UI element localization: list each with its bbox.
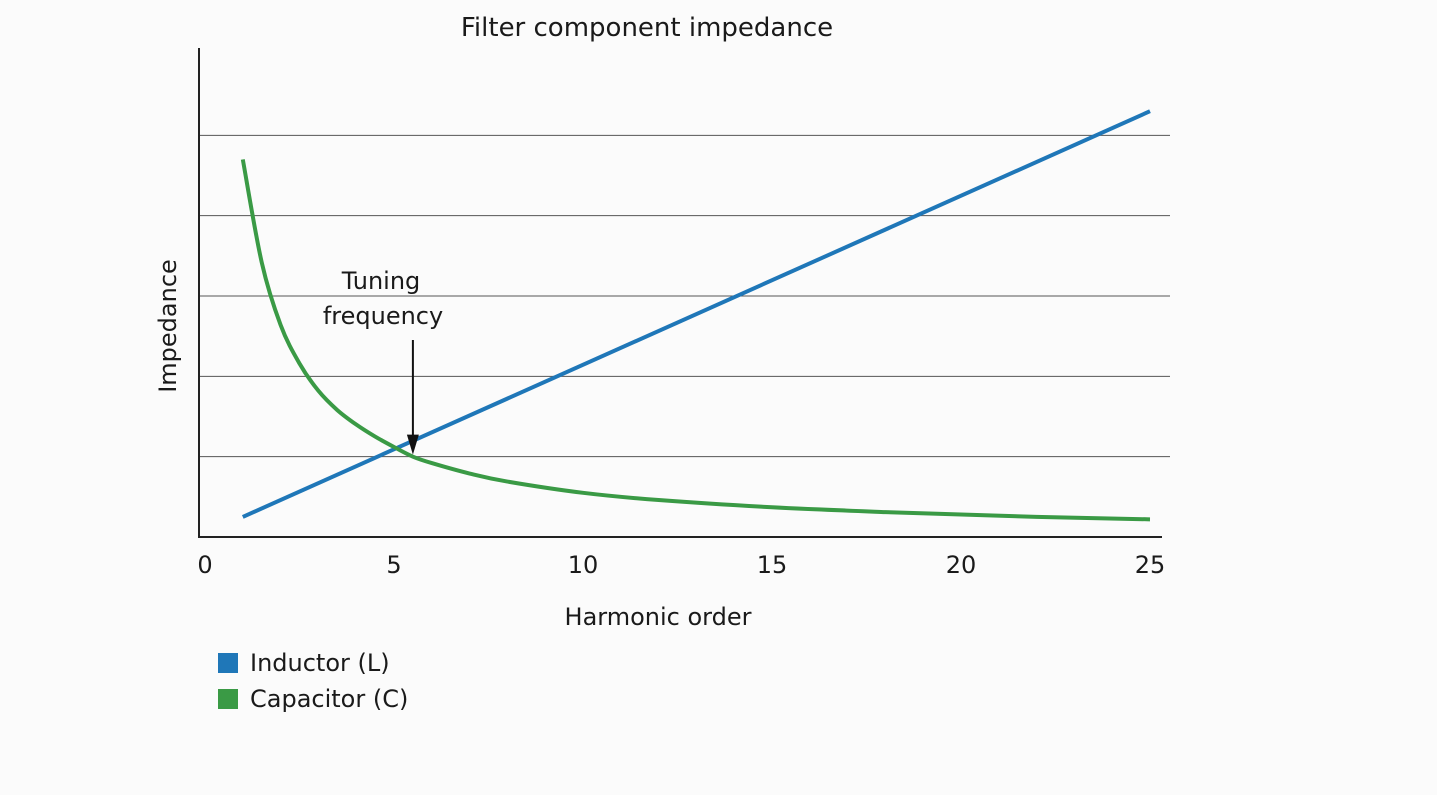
x-tick-labels: 0 5 10 15 20 25	[197, 551, 1165, 579]
legend-item-inductor: Inductor (L)	[218, 645, 408, 681]
legend-swatch-capacitor	[218, 689, 238, 709]
annotation-line-1: Tuning	[341, 267, 421, 295]
x-tick-label-20: 20	[946, 551, 977, 579]
legend: Inductor (L) Capacitor (C)	[218, 645, 408, 717]
chart-title: Filter component impedance	[461, 13, 833, 43]
legend-swatch-inductor	[218, 653, 238, 673]
annotation-arrow-head	[406, 434, 419, 455]
legend-item-capacitor: Capacitor (C)	[218, 681, 408, 717]
annotation-line-2: frequency	[323, 302, 443, 330]
x-tick-label-10: 10	[568, 551, 599, 579]
legend-label-capacitor: Capacitor (C)	[250, 685, 409, 713]
x-tick-label-5: 5	[386, 551, 401, 579]
gridlines	[199, 134, 1170, 458]
y-axis-label: Impedance	[154, 259, 182, 393]
tuning-frequency-annotation: Tuning frequency	[323, 267, 443, 455]
x-tick-label-0: 0	[197, 551, 212, 579]
x-tick-label-25: 25	[1135, 551, 1166, 579]
series-line-inductor	[241, 109, 1151, 519]
x-axis-label: Harmonic order	[565, 603, 752, 631]
series-layer	[240, 109, 1151, 522]
legend-label-inductor: Inductor (L)	[250, 649, 390, 677]
x-tick-label-15: 15	[757, 551, 788, 579]
series-line-capacitor	[240, 159, 1151, 522]
